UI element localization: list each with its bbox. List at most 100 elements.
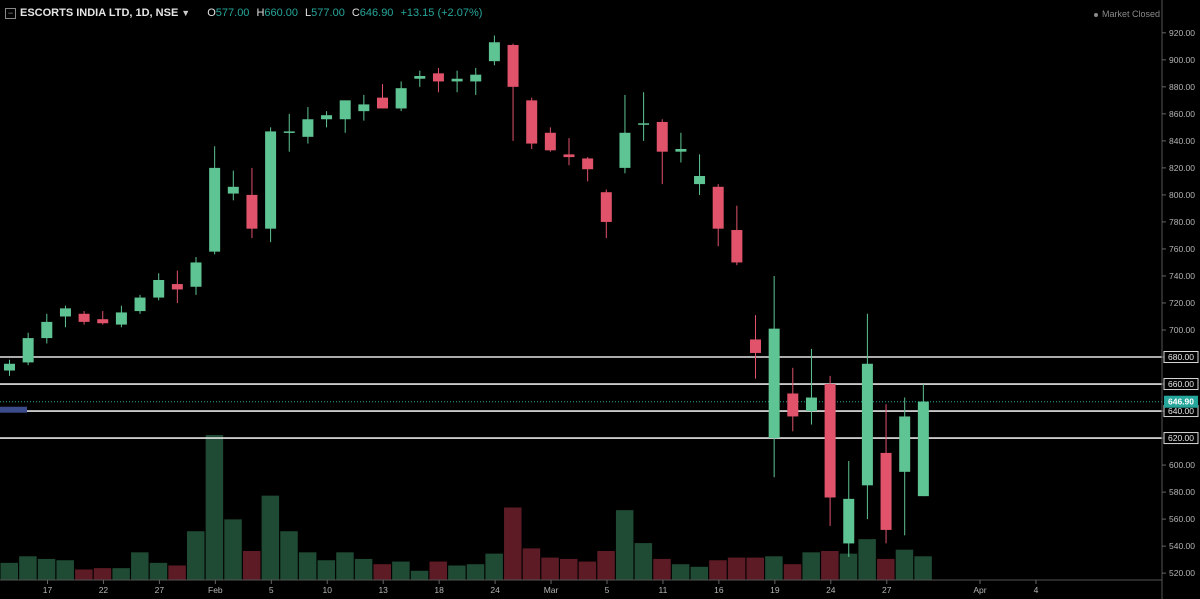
time-tick-label: 17 <box>43 585 53 595</box>
volume-bar <box>261 495 280 580</box>
price-tick-label: 900.00 <box>1169 55 1195 65</box>
candle-body[interactable] <box>414 76 426 79</box>
candle-body[interactable] <box>750 339 761 353</box>
volume-bar <box>541 557 559 580</box>
candle-body[interactable] <box>712 186 724 229</box>
candle-body[interactable] <box>395 88 407 109</box>
volume-bar <box>485 553 503 580</box>
candle-body[interactable] <box>78 313 90 322</box>
volume-bar <box>0 562 18 580</box>
line-price-badge <box>1163 351 1199 364</box>
volume-bar <box>37 558 56 580</box>
price-tick-label: 600.00 <box>1169 460 1195 470</box>
change-value: +13.15 (+2.07%) <box>400 7 483 19</box>
last-price-label: 646.90 <box>1168 397 1194 407</box>
candle-body[interactable] <box>41 321 53 339</box>
candle-body[interactable] <box>358 104 370 112</box>
volume-bar <box>727 557 746 580</box>
close-label: C <box>351 7 360 19</box>
candle-body[interactable] <box>600 192 612 222</box>
candle-body[interactable] <box>22 338 34 363</box>
candle-body[interactable] <box>470 74 482 82</box>
candle-body[interactable] <box>843 498 855 544</box>
candle-body[interactable] <box>171 284 183 290</box>
candle-body[interactable] <box>190 262 202 287</box>
candle-body[interactable] <box>787 393 799 417</box>
price-tick-label: 560.00 <box>1169 514 1195 524</box>
candle-body[interactable] <box>115 312 127 325</box>
candle-body[interactable] <box>880 452 892 530</box>
candle-body[interactable] <box>4 363 15 371</box>
candle-body[interactable] <box>675 148 687 152</box>
price-tick-label: 920.00 <box>1169 28 1195 38</box>
time-tick-label: 10 <box>323 585 333 595</box>
volume-bar <box>858 539 876 580</box>
volume-bar <box>448 565 466 580</box>
candle-body[interactable] <box>768 328 780 439</box>
candle-body[interactable] <box>899 416 911 472</box>
drawing-marker[interactable] <box>0 406 27 413</box>
symbol-title[interactable]: ESCORTS INDIA LTD, 1D, NSE <box>20 7 179 19</box>
volume-bar <box>354 558 373 580</box>
candle-body[interactable] <box>209 167 221 252</box>
chevron-down-icon[interactable]: ▼ <box>181 8 191 18</box>
candle-body[interactable] <box>451 78 463 82</box>
candle-body[interactable] <box>153 280 165 298</box>
time-tick-label: 19 <box>770 585 780 595</box>
line-price-label: 680.00 <box>1168 352 1194 362</box>
candle-body[interactable] <box>582 158 594 170</box>
candle-body[interactable] <box>563 154 575 158</box>
candle-body[interactable] <box>59 308 71 317</box>
high-value: 660.00 <box>264 7 299 19</box>
candle-body[interactable] <box>507 44 519 87</box>
candle-body[interactable] <box>824 384 836 498</box>
candle-body[interactable] <box>861 363 873 486</box>
low-label: L <box>305 7 312 19</box>
candle-body[interactable] <box>526 100 538 144</box>
candle-body[interactable] <box>265 131 277 229</box>
candle-body[interactable] <box>134 297 146 312</box>
candle-body[interactable] <box>97 319 109 324</box>
volume-bar <box>392 561 410 580</box>
volume-bar <box>131 552 149 580</box>
candle-body[interactable] <box>694 175 706 185</box>
volume-bar <box>242 551 261 580</box>
volume-bar <box>578 561 597 580</box>
candle-body[interactable] <box>302 119 314 137</box>
candle-body[interactable] <box>432 73 444 82</box>
candle-body[interactable] <box>731 230 743 263</box>
time-tick-label: 4 <box>1034 585 1039 595</box>
time-tick-label: 24 <box>826 585 836 595</box>
volume-bar <box>522 548 541 580</box>
time-tick-label: 27 <box>155 585 165 595</box>
candle-body[interactable] <box>321 115 333 120</box>
volume-bar <box>205 435 224 580</box>
candle-body[interactable] <box>283 131 295 133</box>
collapse-toggle-icon[interactable]: − <box>5 7 16 19</box>
candle-body[interactable] <box>656 121 668 152</box>
price-tick-label: 800.00 <box>1169 190 1195 200</box>
open-label: O <box>207 7 216 19</box>
candle-body[interactable] <box>638 123 650 125</box>
candle-body[interactable] <box>805 397 817 412</box>
candle-body[interactable] <box>227 186 239 194</box>
candle-body[interactable] <box>246 194 258 229</box>
volume-bar <box>783 564 802 580</box>
volume-bar <box>410 570 429 580</box>
volume-bar <box>690 566 709 580</box>
time-tick-label: 24 <box>490 585 500 595</box>
market-status: Market Closed <box>1093 9 1160 19</box>
volume-bar <box>19 556 37 580</box>
price-tick-label: 840.00 <box>1169 136 1195 146</box>
time-tick-label: 27 <box>882 585 892 595</box>
high-label: H <box>256 7 265 19</box>
candle-body[interactable] <box>339 100 351 120</box>
candle-body[interactable] <box>544 132 556 151</box>
candle-body[interactable] <box>917 401 929 497</box>
candle-body[interactable] <box>488 42 500 62</box>
candle-body[interactable] <box>377 97 388 109</box>
candle-body[interactable] <box>619 132 631 168</box>
line-price-label: 660.00 <box>1168 379 1194 389</box>
time-tick-label: 5 <box>269 585 274 595</box>
